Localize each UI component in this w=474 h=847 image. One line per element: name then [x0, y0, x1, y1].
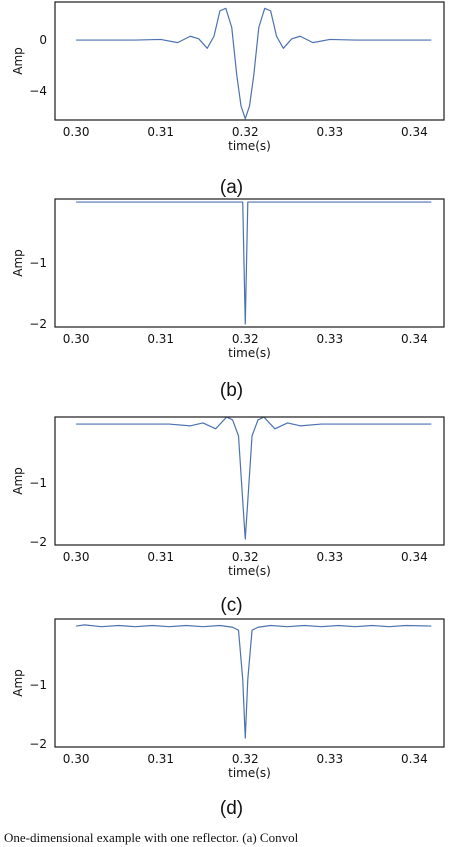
- x-axis-label: time(s): [228, 346, 271, 360]
- x-tick-label: 0.30: [63, 550, 90, 564]
- panel-label: (c): [220, 595, 242, 616]
- chart-panel-2: 0.30 0.31 0.32 0.33 0.34 −1 −2 time(s) Amp (b): [11, 198, 445, 401]
- x-tick-label: 0.34: [401, 125, 428, 139]
- x-tick-label: 0.33: [316, 125, 343, 139]
- x-tick-label: 0.30: [63, 332, 90, 346]
- x-tick-label: 0.31: [147, 752, 174, 766]
- x-tick-label: 0.33: [316, 752, 343, 766]
- y-axis-label: Amp: [11, 249, 25, 277]
- y-tick-label: −1: [29, 256, 47, 270]
- x-tick-label: 0.30: [63, 125, 90, 139]
- plot-frame: [54, 198, 445, 328]
- x-tick-label: 0.32: [232, 332, 259, 346]
- series-line: [76, 416, 432, 540]
- y-tick-label: −2: [29, 737, 47, 751]
- chart-panel-1: 0.30 0.31 0.32 0.33 0.34 0 −4 time(s) Amp (a): [11, 1, 445, 198]
- figure-caption: One-dimensional example with one reflect…: [4, 830, 299, 845]
- panel-label: (a): [220, 177, 243, 198]
- y-tick-label: −1: [29, 476, 47, 490]
- series-line: [76, 7, 432, 120]
- plot-frame: [54, 618, 445, 748]
- y-axis-label: Amp: [11, 467, 25, 495]
- chart-panel-4: 0.30 0.31 0.32 0.33 0.34 −1 −2 time(s) Amp (d): [11, 618, 445, 819]
- y-tick-label: 0: [39, 33, 47, 47]
- x-tick-label: 0.30: [63, 752, 90, 766]
- y-axis-label: Amp: [11, 669, 25, 697]
- x-tick-label: 0.31: [147, 332, 174, 346]
- x-tick-label: 0.32: [232, 752, 259, 766]
- x-axis-label: time(s): [228, 766, 271, 780]
- x-tick-label: 0.33: [316, 550, 343, 564]
- series-line: [76, 624, 432, 739]
- y-tick-label: −4: [29, 84, 47, 98]
- x-tick-label: 0.33: [316, 332, 343, 346]
- y-axis-label: Amp: [11, 47, 25, 75]
- y-tick-label: −1: [29, 678, 47, 692]
- series-line: [76, 201, 432, 325]
- x-tick-label: 0.34: [401, 752, 428, 766]
- plot-frame: [54, 1, 445, 121]
- y-tick-label: −2: [29, 317, 47, 331]
- x-tick-label: 0.31: [147, 125, 174, 139]
- x-axis-label: time(s): [228, 564, 271, 578]
- x-tick-label: 0.34: [401, 550, 428, 564]
- x-tick-label: 0.32: [232, 550, 259, 564]
- x-axis-label: time(s): [228, 139, 271, 153]
- x-tick-label: 0.31: [147, 550, 174, 564]
- x-tick-label: 0.34: [401, 332, 428, 346]
- x-tick-label: 0.32: [232, 125, 259, 139]
- chart-panel-3: 0.30 0.31 0.32 0.33 0.34 −1 −2 time(s) Amp (c): [11, 416, 445, 616]
- panel-label: (d): [220, 798, 243, 819]
- panel-label: (b): [220, 380, 243, 401]
- y-tick-label: −2: [29, 535, 47, 549]
- plot-frame: [54, 416, 445, 546]
